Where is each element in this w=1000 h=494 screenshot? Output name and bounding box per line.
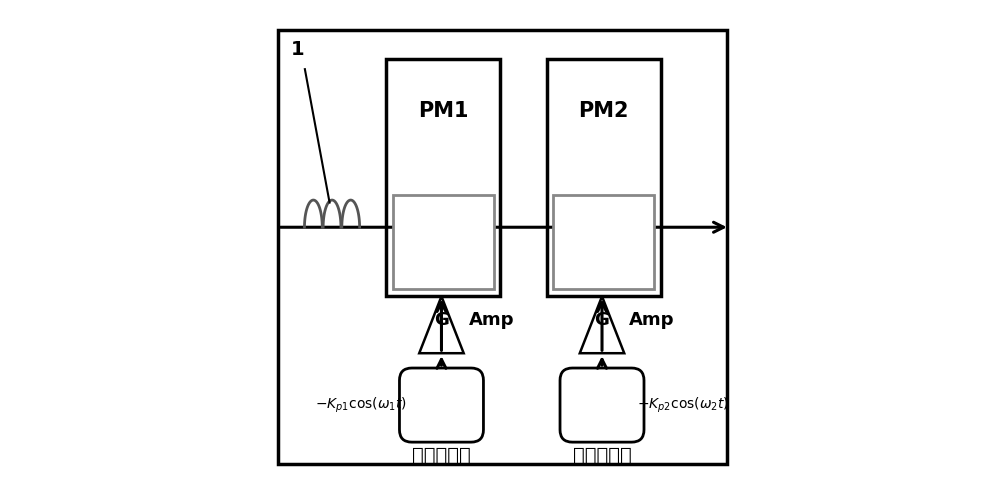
Polygon shape	[580, 296, 624, 353]
Bar	[553, 195, 654, 289]
Bar	[393, 195, 494, 289]
Bar	[386, 59, 500, 296]
Text: PM2: PM2	[578, 101, 629, 122]
Polygon shape	[419, 296, 464, 353]
Text: $-K_{p2}\cos(\omega_2 t)$: $-K_{p2}\cos(\omega_2 t)$	[637, 395, 729, 415]
Bar	[547, 59, 661, 296]
Text: 第一射频源: 第一射频源	[412, 446, 471, 465]
Text: 1: 1	[291, 40, 304, 59]
Text: $-K_{p1}\cos(\omega_1 t)$: $-K_{p1}\cos(\omega_1 t)$	[315, 395, 407, 415]
Text: G: G	[434, 311, 449, 329]
Text: PM1: PM1	[418, 101, 468, 122]
FancyBboxPatch shape	[399, 368, 483, 442]
FancyBboxPatch shape	[560, 368, 644, 442]
Bar	[278, 30, 727, 464]
Text: Amp: Amp	[629, 311, 675, 329]
Text: 第二射频源: 第二射频源	[573, 446, 631, 465]
Text: Amp: Amp	[469, 311, 514, 329]
Text: G: G	[595, 311, 609, 329]
